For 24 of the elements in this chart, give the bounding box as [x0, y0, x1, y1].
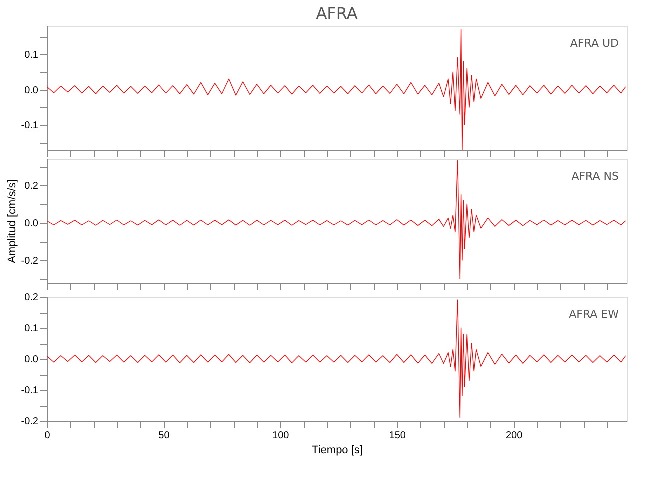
x-axis-title: Tiempo [s] [312, 444, 363, 456]
y-axis-title: Amplitud [cm/s/s] [6, 180, 18, 264]
y-tick-label: 0.1 [24, 50, 39, 61]
annotation: AFRA UD [570, 37, 619, 50]
x-tick-label: 100 [272, 430, 290, 442]
y-tick-label: 0.0 [24, 354, 39, 366]
x-tick-label: 200 [506, 430, 524, 442]
line-series [47, 160, 626, 280]
y-tick-label: 0.2 [24, 180, 39, 192]
annotation: AFRA NS [572, 170, 619, 183]
x-tick-label: 150 [389, 430, 406, 442]
y-tick-label: -0.2 [21, 416, 39, 428]
x-tick-label: 50 [158, 430, 170, 442]
y-tick-label: -0.2 [21, 256, 39, 267]
x-tick-label: 0 [44, 430, 51, 442]
annotation: AFRA EW [569, 308, 620, 321]
y-tick-label: 0.0 [24, 85, 39, 96]
y-tick-label: -0.1 [21, 120, 39, 132]
y-tick-label: 0.2 [24, 292, 39, 304]
y-tick-label: 0.1 [24, 324, 39, 334]
y-tick-label: 0.0 [24, 218, 39, 230]
line-series [47, 300, 626, 418]
y-tick-label: -0.1 [21, 386, 39, 396]
chart-title: AFRA [316, 4, 358, 23]
